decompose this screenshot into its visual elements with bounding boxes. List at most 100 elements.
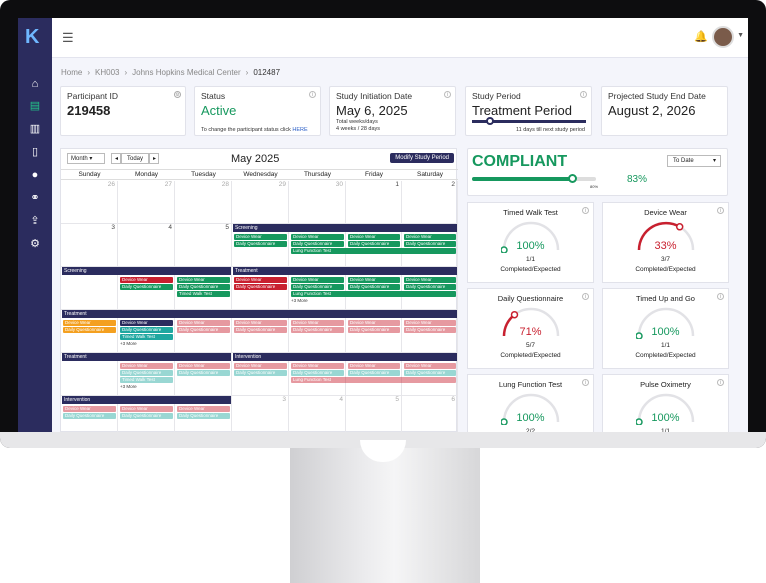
- calendar-day[interactable]: 3: [61, 224, 118, 267]
- calendar-event[interactable]: Device Wear: [120, 320, 173, 326]
- metric-card[interactable]: Daily Questionnaire i 71% 5/7 Completed/…: [467, 288, 594, 369]
- info-icon[interactable]: i: [444, 91, 451, 98]
- study-phase-bar[interactable]: Screening: [233, 224, 457, 232]
- app-logo[interactable]: K: [25, 26, 40, 48]
- calendar-event[interactable]: Daily Questionnaire: [234, 327, 287, 333]
- calendar-event[interactable]: Device Wear: [63, 406, 116, 412]
- calendar-day[interactable]: 6: [402, 396, 458, 432]
- calendar-day[interactable]: 1: [346, 181, 402, 224]
- calendar-event[interactable]: Daily Questionnaire: [120, 284, 173, 290]
- calendar-event[interactable]: Daily Questionnaire: [291, 327, 344, 333]
- calendar-event[interactable]: Daily Questionnaire: [348, 241, 400, 247]
- calendar-event[interactable]: Daily Questionnaire: [63, 327, 116, 333]
- calendar-event[interactable]: Device Wear: [177, 320, 230, 326]
- calendar-day[interactable]: 30: [289, 181, 346, 224]
- calendar-day[interactable]: 5: [346, 396, 402, 432]
- calendar-event[interactable]: Device Wear: [63, 320, 116, 326]
- metric-card[interactable]: Device Wear i 33% 3/7 Completed/Expected: [602, 202, 729, 283]
- today-button[interactable]: Today: [121, 153, 149, 164]
- chevron-down-icon[interactable]: ▼: [737, 32, 744, 39]
- calendar-event[interactable]: Lung Function Test: [291, 248, 456, 254]
- study-phase-bar[interactable]: Intervention: [233, 353, 457, 361]
- calendar-event[interactable]: Device Wear: [348, 363, 400, 369]
- view-select[interactable]: Month ▾: [67, 153, 105, 164]
- calendar-day[interactable]: 2: [402, 181, 458, 224]
- calendar-day[interactable]: 5: [175, 224, 232, 267]
- home-icon[interactable]: ⌂: [31, 78, 39, 90]
- metric-card[interactable]: Timed Up and Go i 100% 1/1 Completed/Exp…: [602, 288, 729, 369]
- calendar-day[interactable]: 28: [175, 181, 232, 224]
- calendar-event[interactable]: Daily Questionnaire: [234, 370, 287, 376]
- study-phase-bar[interactable]: Treatment: [233, 267, 457, 275]
- breadcrumb-site[interactable]: Johns Hopkins Medical Center: [132, 68, 241, 77]
- calendar-event[interactable]: Device Wear: [291, 320, 344, 326]
- calendar-event[interactable]: Device Wear: [404, 320, 456, 326]
- study-phase-bar[interactable]: Treatment: [62, 310, 457, 318]
- status-change-link[interactable]: HERE: [292, 127, 308, 133]
- calendar-event[interactable]: Device Wear: [177, 277, 230, 283]
- calendar-event[interactable]: Device Wear: [404, 234, 456, 240]
- more-events-link[interactable]: +3 More: [291, 298, 308, 303]
- calendar-day[interactable]: 27: [118, 181, 175, 224]
- calendar-event[interactable]: Daily Questionnaire: [404, 327, 456, 333]
- calendar-day[interactable]: 26: [61, 181, 118, 224]
- calendar-event[interactable]: Device Wear: [404, 277, 456, 283]
- calendar-event[interactable]: Device Wear: [120, 277, 173, 283]
- calendar-event[interactable]: Daily Questionnaire: [234, 284, 287, 290]
- calendar-event[interactable]: Device Wear: [234, 320, 287, 326]
- calendar-event[interactable]: Daily Questionnaire: [348, 370, 400, 376]
- modify-study-period-button[interactable]: Modify Study Period: [390, 153, 454, 163]
- info-icon[interactable]: i: [717, 293, 724, 300]
- avatar[interactable]: [712, 26, 734, 48]
- calendar-event[interactable]: Daily Questionnaire: [348, 327, 400, 333]
- building-icon[interactable]: ▥: [29, 123, 41, 135]
- calendar-event[interactable]: Device Wear: [348, 234, 400, 240]
- calendar-event[interactable]: Device Wear: [234, 277, 287, 283]
- calendar-event[interactable]: Daily Questionnaire: [120, 327, 173, 333]
- prev-month-button[interactable]: ◂: [111, 153, 121, 164]
- calendar-event[interactable]: Daily Questionnaire: [291, 241, 344, 247]
- info-icon[interactable]: i: [582, 207, 589, 214]
- metric-card[interactable]: Pulse Oximetry i 100% 1/1: [602, 374, 729, 432]
- calendar-event[interactable]: Daily Questionnaire: [404, 241, 456, 247]
- calendar-event[interactable]: Daily Questionnaire: [177, 284, 230, 290]
- user-icon[interactable]: ●: [31, 169, 39, 181]
- document-icon[interactable]: ▤: [29, 100, 41, 112]
- calendar-event[interactable]: Daily Questionnaire: [404, 370, 456, 376]
- info-icon[interactable]: i: [582, 379, 589, 386]
- calendar-event[interactable]: Device Wear: [234, 363, 287, 369]
- calendar-event[interactable]: Daily Questionnaire: [177, 370, 230, 376]
- upload-icon[interactable]: ⇪: [30, 215, 40, 227]
- calendar-event[interactable]: Timed Walk Test: [177, 291, 230, 297]
- study-phase-bar[interactable]: Screening: [62, 267, 231, 275]
- next-month-button[interactable]: ▸: [149, 153, 159, 164]
- calendar-event[interactable]: Daily Questionnaire: [291, 370, 344, 376]
- calendar-event[interactable]: Device Wear: [348, 277, 400, 283]
- metric-card[interactable]: Timed Walk Test i 100% 1/1 Completed/Exp…: [467, 202, 594, 283]
- calendar-event[interactable]: Device Wear: [177, 363, 230, 369]
- calendar-event[interactable]: Lung Function Test: [291, 291, 456, 297]
- calendar-event[interactable]: Device Wear: [120, 363, 173, 369]
- info-icon[interactable]: i: [580, 91, 587, 98]
- calendar-event[interactable]: Device Wear: [291, 363, 344, 369]
- menu-icon[interactable]: ☰: [62, 30, 74, 45]
- calendar-day[interactable]: 4: [289, 396, 346, 432]
- calendar-day[interactable]: 3: [232, 396, 289, 432]
- calendar-event[interactable]: Lung Function Test: [291, 377, 456, 383]
- gear-icon[interactable]: ⚙: [174, 91, 181, 98]
- calendar-event[interactable]: Daily Questionnaire: [177, 413, 230, 419]
- calendar-event[interactable]: Daily Questionnaire: [120, 370, 173, 376]
- calendar-event[interactable]: Daily Questionnaire: [63, 413, 116, 419]
- calendar-event[interactable]: Timed Walk Test: [120, 377, 173, 383]
- calendar-event[interactable]: Daily Questionnaire: [348, 284, 400, 290]
- info-icon[interactable]: i: [582, 293, 589, 300]
- more-events-link[interactable]: +3 More: [120, 384, 137, 389]
- info-icon[interactable]: i: [309, 91, 316, 98]
- study-phase-bar[interactable]: Intervention: [62, 396, 231, 404]
- calendar-event[interactable]: Timed Walk Test: [120, 334, 173, 340]
- metric-card[interactable]: Lung Function Test i 100% 2/2: [467, 374, 594, 432]
- breadcrumb-home[interactable]: Home: [61, 68, 83, 77]
- calendar-event[interactable]: Device Wear: [348, 320, 400, 326]
- calendar-event[interactable]: Device Wear: [291, 234, 344, 240]
- calendar-day[interactable]: 29: [232, 181, 289, 224]
